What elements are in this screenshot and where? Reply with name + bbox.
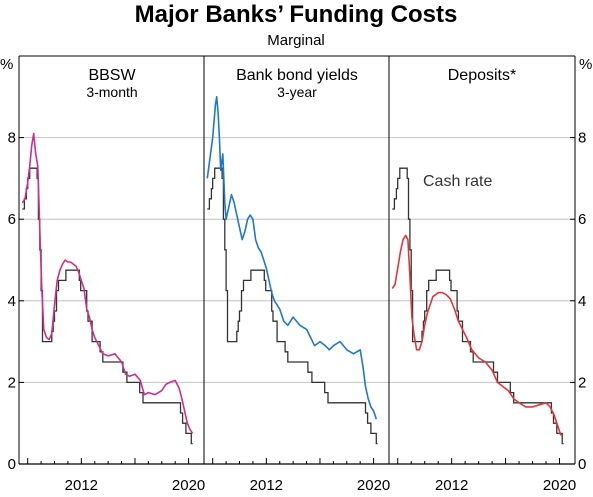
y-tick-label-left: 6 [8, 211, 16, 228]
axes-layer: 0 0 2 2 4 4 6 6 8 8 2012 2020 2012 2020 2012 2020 [8, 130, 587, 494]
panel-title-bank-bond: Bank bond yields [236, 67, 358, 84]
chart-title: Major Banks’ Funding Costs [135, 1, 458, 28]
x-tick-label: 2020 [357, 477, 390, 494]
y-tick-label-right: 6 [578, 211, 586, 228]
x-tick-label: 2012 [65, 477, 98, 494]
cash-rate-annotation: Cash rate [423, 173, 492, 190]
y-tick-label-left: 2 [8, 374, 16, 391]
x-tick-label: 2012 [435, 477, 468, 494]
y-tick-label-right: 0 [578, 456, 586, 473]
x-tick-label: 2012 [250, 477, 283, 494]
panel-note-bank-bond: 3-year [277, 84, 317, 100]
y-tick-label-left: 4 [8, 293, 16, 310]
y-tick-label-right: 4 [578, 293, 586, 310]
y-tick-label-right: 2 [578, 374, 586, 391]
series-lines [21, 96, 562, 436]
bank-bond-yield-line [206, 96, 378, 420]
y-tick-label-left: 0 [8, 456, 16, 473]
panel-title-deposits: Deposits* [448, 67, 516, 84]
y-tick-label-left: 8 [8, 130, 16, 147]
bbsw-line [21, 132, 194, 434]
gridlines [19, 137, 575, 383]
panel-frame [18, 55, 576, 464]
x-tick-label: 2020 [543, 477, 576, 494]
y-unit-left: % [0, 56, 13, 73]
y-unit-right: % [579, 56, 592, 73]
panel-title-bbsw: BBSW [88, 67, 136, 84]
deposits-line [391, 234, 562, 436]
panel-note-bbsw: 3-month [86, 84, 137, 100]
cash-rate-line [22, 167, 193, 445]
x-tick-label: 2020 [172, 477, 205, 494]
cash-rate-lines [22, 167, 564, 445]
cash-rate-line [207, 167, 378, 445]
chart-subtitle: Marginal [267, 32, 325, 49]
cash-rate-line [392, 167, 564, 445]
y-tick-label-right: 8 [578, 130, 586, 147]
